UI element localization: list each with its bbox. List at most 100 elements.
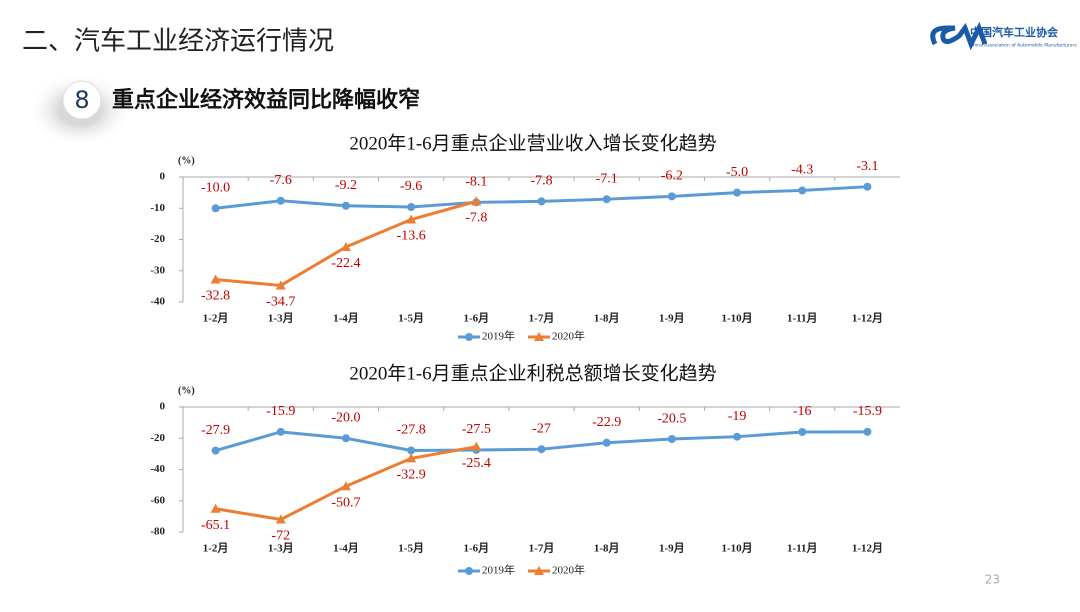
x-tick-label: 1-12月	[852, 312, 883, 325]
point-marker	[471, 441, 482, 451]
point-marker	[211, 446, 220, 455]
x-tick-label: 1-11月	[787, 312, 818, 325]
x-tick-label: 1-4月	[333, 312, 359, 325]
data-label: -32.9	[397, 468, 426, 483]
y-tick-label: -20	[150, 432, 165, 444]
x-tick-label: 1-2月	[203, 542, 229, 555]
x-tick-label: 1-6月	[463, 312, 489, 325]
data-label: -9.2	[335, 178, 357, 193]
point-marker	[275, 280, 286, 290]
badge-number: 8	[74, 86, 89, 114]
point-marker	[276, 427, 285, 436]
point-marker	[275, 514, 286, 524]
data-label: -7.1	[596, 171, 618, 186]
y-axis-unit: (%)	[178, 155, 195, 166]
y-tick-label: 0	[160, 401, 166, 413]
data-label: -9.6	[400, 179, 422, 194]
point-marker	[406, 453, 417, 463]
data-label: -15.9	[853, 404, 882, 419]
y-tick-label: 0	[160, 171, 166, 183]
data-label: -3.1	[856, 159, 878, 174]
point-marker	[341, 434, 350, 443]
page-number: 23	[985, 573, 1000, 587]
x-tick-label: 1-4月	[333, 542, 359, 555]
data-label: -27.9	[201, 423, 230, 438]
legend-label: 2019年	[482, 329, 515, 343]
data-label: -20.5	[657, 411, 686, 426]
point-marker	[733, 432, 742, 441]
y-tick-label: -60	[150, 494, 165, 506]
point-marker	[602, 195, 611, 204]
point-marker	[407, 203, 416, 211]
x-tick-label: 1-11月	[787, 542, 818, 555]
x-tick-label: 1-7月	[529, 542, 555, 555]
data-label: -16	[793, 404, 812, 419]
y-tick-label: -30	[150, 264, 165, 276]
data-label: -5.0	[726, 165, 748, 180]
point-marker	[798, 428, 807, 436]
x-tick-label: 1-3月	[268, 312, 294, 325]
data-label: -13.6	[397, 229, 426, 244]
logo-en: China Association of Automobile Manufact…	[970, 43, 1077, 49]
data-label: -34.7	[266, 295, 295, 310]
legend-label: 2019年	[482, 563, 515, 577]
chart-title: 2020年1-6月重点企业营业收入增长变化趋势	[349, 132, 716, 154]
data-label: -20.0	[331, 410, 360, 425]
x-tick-label: 1-2月	[203, 312, 229, 325]
y-tick-label: -40	[150, 296, 165, 308]
x-tick-label: 1-3月	[268, 542, 294, 555]
point-marker	[406, 214, 417, 224]
x-tick-label: 1-10月	[721, 312, 752, 325]
x-tick-label: 1-9月	[659, 542, 685, 555]
point-marker	[863, 427, 872, 436]
point-marker	[667, 435, 676, 444]
legend-label: 2020年	[552, 329, 585, 343]
data-label: -7.8	[465, 211, 487, 226]
logo-mark	[930, 21, 988, 51]
data-label: -72	[271, 529, 290, 544]
point-marker	[210, 274, 221, 284]
point-marker	[210, 503, 221, 513]
point-marker	[798, 186, 807, 195]
x-tick-label: 1-10月	[721, 542, 752, 555]
y-tick-label: -10	[150, 202, 165, 214]
y-tick-label: -40	[150, 463, 165, 475]
x-tick-label: 1-7月	[529, 312, 555, 325]
data-label: -6.2	[661, 169, 683, 184]
legend-label: 2020年	[552, 563, 585, 577]
data-label: -50.7	[331, 495, 360, 510]
point-marker	[341, 201, 350, 210]
y-tick-label: -80	[150, 526, 165, 538]
point-marker	[407, 446, 416, 455]
point-marker	[340, 481, 351, 491]
x-tick-label: 1-8月	[594, 542, 620, 555]
data-label: -19	[728, 409, 747, 424]
data-label: -10.0	[201, 180, 230, 195]
data-label: -8.1	[465, 175, 487, 190]
data-label: -7.8	[530, 174, 552, 189]
badge	[62, 80, 102, 120]
data-label: -7.6	[270, 173, 292, 188]
data-label: -22.9	[592, 415, 621, 430]
data-label: -65.1	[201, 518, 230, 533]
x-tick-label: 1-6月	[463, 542, 489, 555]
data-label: -27.5	[462, 422, 491, 437]
data-label: -15.9	[266, 404, 295, 419]
point-marker	[534, 332, 544, 341]
data-label: -22.4	[331, 256, 360, 271]
data-label: -27.8	[397, 423, 426, 438]
x-tick-label: 1-5月	[398, 542, 424, 555]
point-marker	[667, 192, 676, 201]
x-tick-label: 1-8月	[594, 312, 620, 325]
point-marker	[534, 566, 544, 575]
logo-cn: 中国汽车工业协会	[970, 25, 1059, 39]
slide-title: 二、汽车工业经济运行情况	[22, 27, 334, 57]
point-marker	[211, 204, 220, 213]
y-tick-label: -20	[150, 233, 165, 245]
x-tick-label: 1-5月	[398, 312, 424, 325]
y-axis-unit: (%)	[178, 385, 195, 396]
point-marker	[602, 438, 611, 447]
point-marker	[537, 445, 546, 454]
point-marker	[863, 182, 872, 191]
